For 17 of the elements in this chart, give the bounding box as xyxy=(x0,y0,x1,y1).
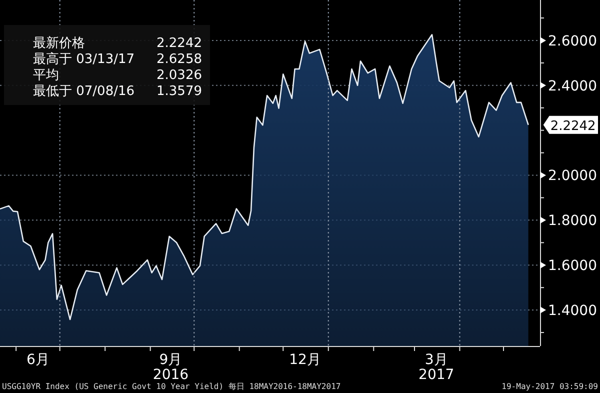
text: 最新价格 2.2242 xyxy=(33,36,202,51)
x-tick-label: 3月 2017 xyxy=(418,352,454,383)
x-tick-label: 12月 xyxy=(289,352,321,368)
annotation: 2.2242 xyxy=(550,118,596,134)
text: 19-May-2017 03:59:09 xyxy=(502,382,598,391)
x-tick-label: 6月 xyxy=(26,352,50,368)
y-tick-label: 2.4000 xyxy=(548,78,597,94)
y-tick-label: 1.6000 xyxy=(548,258,597,274)
y-tick-label: 2.0000 xyxy=(548,168,597,184)
text: 最高于 03/13/17 2.6258 xyxy=(33,52,202,67)
y-tick-label: 1.8000 xyxy=(548,213,597,230)
text: 最低于 07/08/16 1.3579 xyxy=(33,84,202,99)
y-tick-label: 1.4000 xyxy=(548,303,597,320)
x-tick-label: 9月 2016 xyxy=(152,352,189,383)
y-tick-label: 2.6000 xyxy=(548,33,597,50)
text: 平均 2.0326 xyxy=(33,68,202,83)
text: USGG10YR Index (US Generic Govt 10 Year Yield) 每日 18MAY2016-18MAY2017 xyxy=(2,382,341,391)
